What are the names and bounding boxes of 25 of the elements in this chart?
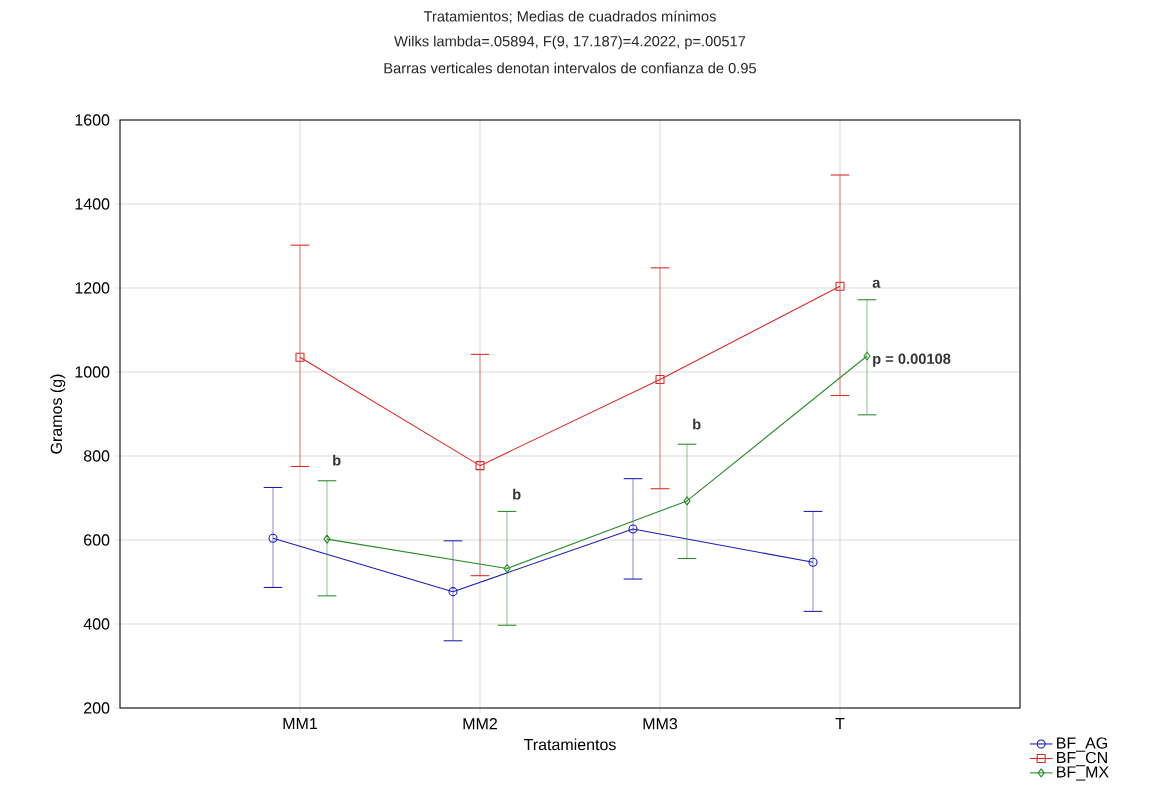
- y-axis-title: Gramos (g): [50, 374, 66, 454]
- annotation: a: [872, 279, 881, 288]
- legend-label: BF_CN: [1057, 751, 1107, 767]
- x-tick-label: MM3: [643, 718, 678, 730]
- annotation: p = 0.00108: [873, 353, 951, 367]
- x-tick-label: MM2: [463, 718, 497, 730]
- chart-title: Tratamientos; Medias de cuadrados mínimos: [423, 10, 716, 24]
- x-tick-label: MM1: [283, 718, 317, 730]
- legend-label: BF_MX: [1057, 766, 1109, 781]
- chart-subtitle: Wilks lambda=.05894, F(9, 17.187)=4.2022, p=.00517: [394, 35, 746, 50]
- annotation: b: [513, 488, 521, 500]
- annotation: b: [333, 454, 341, 466]
- annotation: b: [693, 418, 701, 430]
- y-tick-label: 600: [84, 534, 110, 546]
- y-tick-label: 1000: [75, 366, 110, 378]
- x-tick-label: T: [835, 718, 845, 730]
- y-tick-label: 1200: [75, 282, 110, 294]
- y-tick-label: 800: [83, 450, 110, 462]
- y-tick-label: 1400: [75, 198, 110, 210]
- y-tick-label: 200: [84, 702, 110, 714]
- x-axis-title: Tratamientos: [523, 738, 616, 751]
- y-tick-label: 400: [83, 618, 110, 630]
- legend-label: BF_AG: [1057, 737, 1108, 752]
- text: Barras verticales denotan intervalos de confianza de 0.95: [384, 62, 757, 74]
- y-tick-label: 1600: [75, 114, 110, 126]
